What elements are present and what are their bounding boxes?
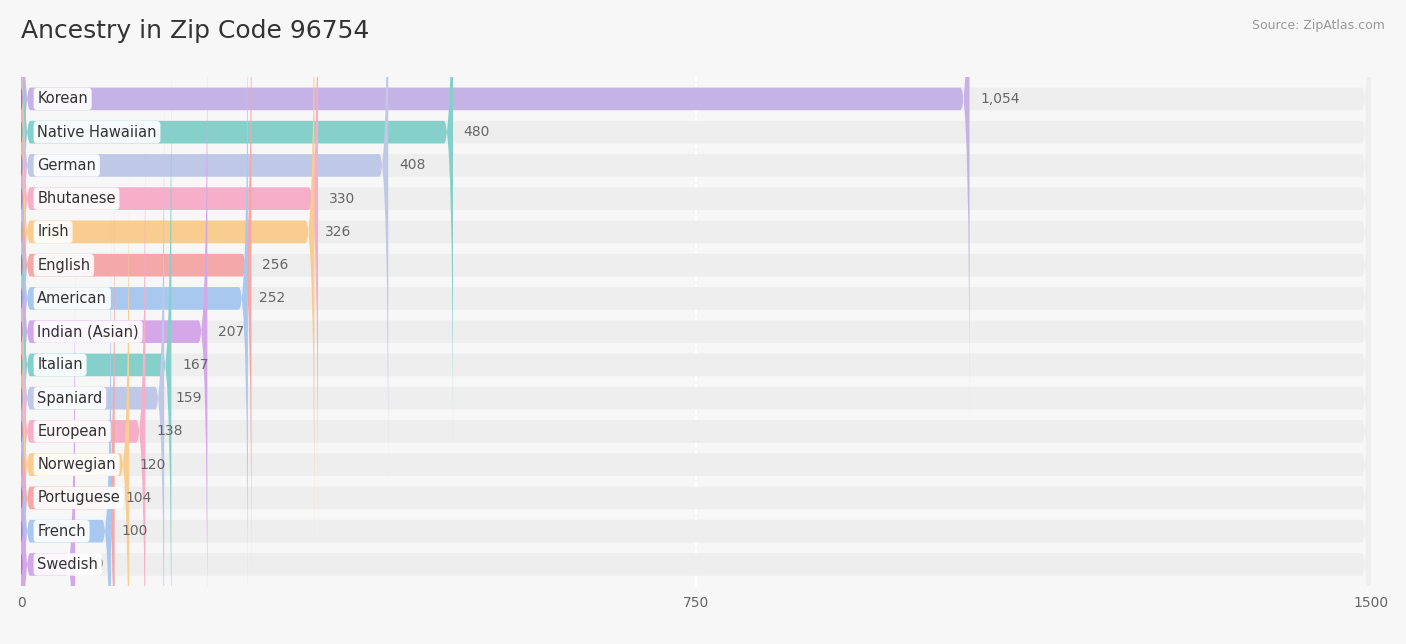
FancyBboxPatch shape (21, 10, 207, 644)
Text: Korean: Korean (38, 91, 89, 106)
FancyBboxPatch shape (21, 0, 388, 487)
Text: 167: 167 (183, 358, 208, 372)
FancyBboxPatch shape (21, 210, 1371, 644)
FancyBboxPatch shape (21, 243, 75, 644)
FancyBboxPatch shape (21, 110, 145, 644)
Ellipse shape (20, 188, 22, 209)
Text: American: American (38, 291, 107, 306)
Text: 159: 159 (174, 391, 201, 405)
Text: 326: 326 (325, 225, 352, 239)
Text: Norwegian: Norwegian (38, 457, 115, 472)
Ellipse shape (20, 288, 22, 309)
FancyBboxPatch shape (21, 0, 1371, 487)
Text: Ancestry in Zip Code 96754: Ancestry in Zip Code 96754 (21, 19, 370, 43)
Text: 1,054: 1,054 (980, 92, 1019, 106)
Text: 60: 60 (86, 558, 104, 571)
Text: 207: 207 (218, 325, 245, 339)
Ellipse shape (20, 554, 22, 575)
Text: French: French (38, 524, 86, 538)
FancyBboxPatch shape (21, 0, 247, 620)
FancyBboxPatch shape (21, 144, 129, 644)
FancyBboxPatch shape (21, 0, 1371, 553)
FancyBboxPatch shape (21, 10, 1371, 644)
FancyBboxPatch shape (21, 0, 1371, 453)
Text: 480: 480 (464, 125, 491, 139)
Text: Bhutanese: Bhutanese (38, 191, 115, 206)
Ellipse shape (20, 487, 22, 509)
FancyBboxPatch shape (21, 176, 115, 644)
Text: 138: 138 (156, 424, 183, 439)
Text: European: European (38, 424, 107, 439)
FancyBboxPatch shape (21, 44, 172, 644)
Text: Irish: Irish (38, 224, 69, 240)
Ellipse shape (20, 254, 22, 276)
Text: 330: 330 (329, 192, 356, 205)
FancyBboxPatch shape (21, 0, 970, 420)
Text: Italian: Italian (38, 357, 83, 372)
Ellipse shape (20, 354, 22, 375)
FancyBboxPatch shape (21, 0, 1371, 420)
FancyBboxPatch shape (21, 176, 1371, 644)
Ellipse shape (20, 388, 22, 409)
FancyBboxPatch shape (21, 0, 315, 553)
FancyBboxPatch shape (21, 110, 1371, 644)
Text: Native Hawaiian: Native Hawaiian (38, 125, 157, 140)
FancyBboxPatch shape (21, 77, 1371, 644)
FancyBboxPatch shape (21, 0, 1371, 620)
FancyBboxPatch shape (21, 210, 111, 644)
Text: Swedish: Swedish (38, 557, 98, 572)
Ellipse shape (20, 122, 22, 143)
Ellipse shape (20, 155, 22, 176)
Text: 408: 408 (399, 158, 426, 173)
Text: English: English (38, 258, 90, 272)
Ellipse shape (20, 520, 22, 542)
Text: 252: 252 (259, 291, 285, 305)
Text: 120: 120 (139, 458, 166, 471)
FancyBboxPatch shape (21, 243, 1371, 644)
FancyBboxPatch shape (21, 0, 1371, 587)
FancyBboxPatch shape (21, 0, 453, 453)
Ellipse shape (20, 454, 22, 475)
Ellipse shape (20, 88, 22, 109)
Text: Portuguese: Portuguese (38, 491, 120, 506)
Text: 100: 100 (122, 524, 148, 538)
FancyBboxPatch shape (21, 77, 165, 644)
Ellipse shape (20, 321, 22, 343)
Text: 104: 104 (125, 491, 152, 505)
FancyBboxPatch shape (21, 0, 252, 587)
Ellipse shape (20, 421, 22, 442)
FancyBboxPatch shape (21, 0, 318, 520)
Text: Source: ZipAtlas.com: Source: ZipAtlas.com (1251, 19, 1385, 32)
Text: 256: 256 (263, 258, 288, 272)
Ellipse shape (20, 221, 22, 243)
FancyBboxPatch shape (21, 144, 1371, 644)
Text: Indian (Asian): Indian (Asian) (38, 324, 139, 339)
FancyBboxPatch shape (21, 44, 1371, 644)
FancyBboxPatch shape (21, 0, 1371, 520)
Text: Spaniard: Spaniard (38, 391, 103, 406)
Text: German: German (38, 158, 96, 173)
